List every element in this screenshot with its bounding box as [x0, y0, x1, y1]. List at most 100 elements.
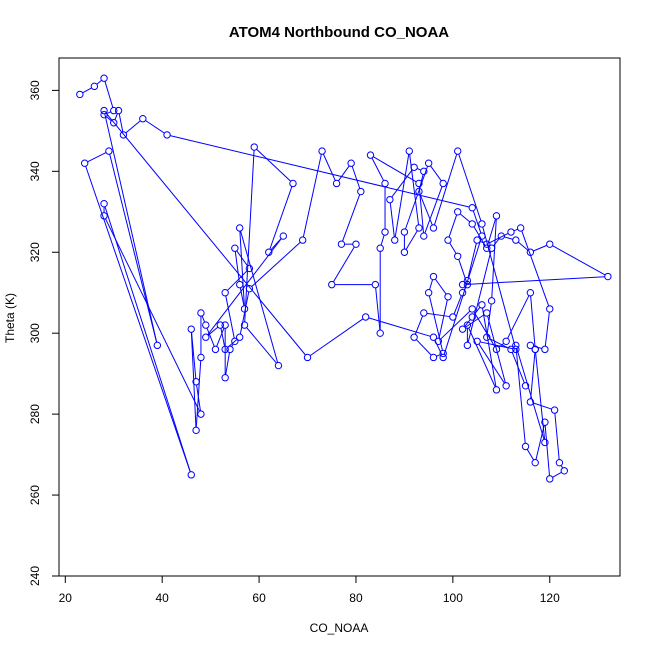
series-segment: [544, 312, 550, 347]
data-point: [502, 337, 510, 345]
series-segment: [433, 153, 458, 226]
series-segment: [206, 327, 215, 347]
x-tick-label: 100: [443, 591, 463, 605]
data-point: [420, 232, 428, 240]
series-segment: [207, 326, 219, 336]
series-segment: [391, 169, 413, 198]
series-segment: [552, 245, 606, 276]
series-segment: [504, 236, 513, 240]
series-segment: [104, 206, 191, 472]
series-segment: [434, 278, 447, 295]
series-segment: [415, 339, 432, 356]
series-segment: [419, 194, 433, 226]
series-segment: [414, 315, 424, 335]
data-point: [521, 442, 530, 451]
series-segment: [246, 327, 277, 364]
data-point: [100, 110, 108, 119]
series-segment: [389, 202, 395, 237]
series-segment: [195, 360, 202, 428]
data-point: [512, 341, 520, 350]
data-point: [381, 179, 389, 188]
series-segment: [338, 165, 350, 182]
series-segment: [82, 87, 92, 94]
y-tick-label: 320: [28, 242, 42, 262]
y-tick-label: 280: [28, 404, 42, 424]
data-point: [361, 313, 370, 321]
data-point: [400, 248, 409, 256]
data-point: [541, 345, 549, 354]
series-segment: [201, 315, 206, 323]
series-segment: [544, 425, 550, 476]
data-point: [449, 313, 457, 321]
series-segment: [426, 312, 450, 318]
data-point: [245, 284, 254, 293]
series-segment: [459, 213, 471, 223]
y-tick-label: 300: [28, 323, 42, 343]
series-segment: [236, 250, 248, 267]
data-point: [410, 333, 418, 341]
data-point: [468, 204, 476, 212]
series-segment: [375, 287, 381, 331]
series-segment: [491, 218, 497, 298]
data-point: [454, 147, 462, 155]
data-point: [444, 236, 452, 244]
data-point: [483, 240, 491, 248]
y-tick-label: 340: [28, 161, 42, 181]
data-point: [245, 264, 254, 273]
data-point: [415, 224, 423, 232]
series-segment: [216, 327, 225, 347]
series-segment: [472, 210, 482, 234]
series-segment: [104, 81, 114, 108]
data-point: [526, 248, 535, 256]
series-segment: [486, 303, 492, 335]
data-point: [420, 309, 428, 317]
data-point: [90, 82, 99, 91]
data-point: [236, 224, 244, 232]
series-segment: [170, 135, 470, 208]
series-segment: [118, 113, 124, 132]
data-point: [546, 305, 554, 313]
data-point: [507, 345, 515, 354]
data-point: [110, 119, 118, 127]
data-point: [463, 341, 472, 350]
data-point: [216, 321, 225, 329]
data-point: [468, 220, 476, 228]
data-point: [376, 244, 384, 252]
data-point: [531, 458, 539, 467]
series-segment: [473, 311, 496, 347]
series-segment: [342, 194, 361, 242]
series-segment: [114, 113, 118, 120]
series-segment: [530, 352, 536, 399]
series-segment: [106, 116, 112, 122]
data-point: [521, 382, 530, 390]
y-tick-label: 360: [28, 80, 42, 100]
data-point: [555, 458, 564, 467]
data-point: [236, 280, 244, 289]
data-point: [265, 248, 273, 256]
data-point: [197, 309, 205, 317]
data-point: [197, 410, 205, 418]
data-point: [458, 325, 467, 333]
data-point: [512, 236, 520, 244]
data-point: [458, 289, 467, 297]
series-segment: [225, 295, 235, 339]
data-point: [289, 179, 297, 188]
data-point: [221, 321, 229, 329]
data-point: [221, 374, 229, 382]
data-point: [439, 179, 447, 188]
data-point: [381, 228, 389, 236]
data-point: [347, 159, 355, 167]
data-point: [250, 143, 258, 151]
data-point: [463, 321, 472, 329]
series-segment: [468, 327, 496, 388]
data-point: [318, 147, 326, 155]
data-point: [371, 280, 380, 289]
data-point: [468, 313, 476, 321]
data-point: [546, 475, 554, 483]
x-tick-label: 40: [156, 591, 170, 605]
data-point: [487, 297, 496, 305]
data-point: [391, 236, 399, 244]
data-point: [187, 325, 195, 333]
data-point: [105, 147, 113, 155]
series-segment: [145, 120, 165, 134]
